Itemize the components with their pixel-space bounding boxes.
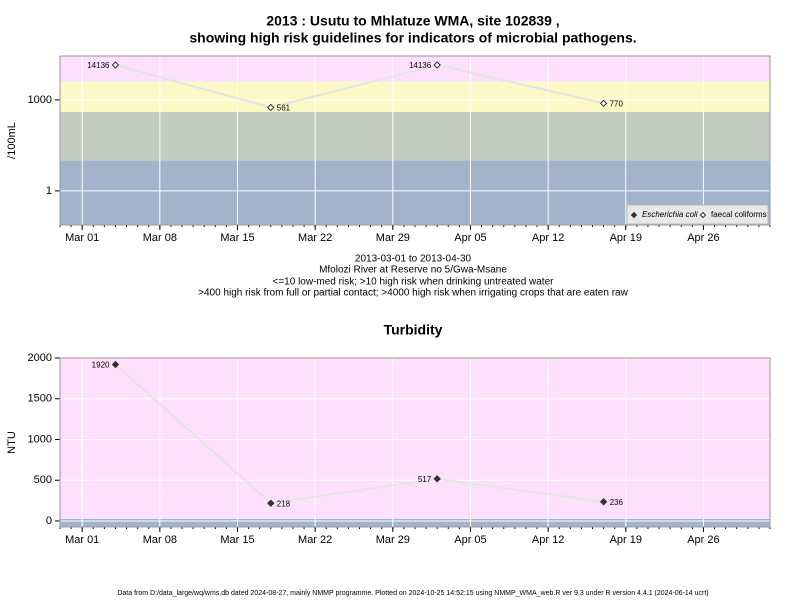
risk-band xyxy=(60,111,770,161)
legend: Escherichia coli faecal coliforms xyxy=(626,204,769,225)
note: >400 high risk from full or partial cont… xyxy=(198,288,628,299)
x-tick-label: Apr 05 xyxy=(454,534,486,546)
x-tick-label: Mar 22 xyxy=(298,534,332,546)
series-line xyxy=(114,363,604,505)
legend-marker xyxy=(630,211,638,219)
note: 2013-03-01 to 2013-04-30 xyxy=(355,254,472,265)
y-tick-label: 1500 xyxy=(28,393,52,405)
chart-title: showing high risk guidelines for indicat… xyxy=(189,30,636,46)
legend-label: faecal coliforms xyxy=(711,210,767,219)
x-tick-label: Apr 26 xyxy=(687,232,719,244)
y-tick-label: 1000 xyxy=(28,94,52,106)
x-tick-label: Mar 08 xyxy=(143,232,177,244)
data-point xyxy=(111,360,120,369)
data-label: 14136 xyxy=(409,61,432,70)
x-tick-label: Mar 22 xyxy=(298,232,332,244)
risk-band xyxy=(60,518,770,527)
data-label: 517 xyxy=(418,475,432,484)
footer: Data from D:/data_large/wq/wms.db dated … xyxy=(117,590,708,597)
y-tick-label: 500 xyxy=(34,474,52,486)
data-label: 770 xyxy=(610,99,624,108)
x-tick-label: Mar 29 xyxy=(376,232,410,244)
plot-frame xyxy=(59,357,771,528)
y-tick-label: 1000 xyxy=(28,433,52,445)
x-tick-label: Mar 01 xyxy=(65,534,99,546)
note: <=10 low-med risk; >10 high risk when dr… xyxy=(273,277,555,288)
x-tick-label: Apr 19 xyxy=(610,534,642,546)
chart-title: Turbidity xyxy=(384,322,443,338)
note: Mfolozi River at Reserve no 5/Gwa-Msane xyxy=(319,265,507,276)
risk-band xyxy=(60,56,770,82)
x-tick-label: Mar 01 xyxy=(65,232,99,244)
y-tick-label: 2000 xyxy=(28,352,52,364)
data-point xyxy=(111,61,120,69)
legend-marker xyxy=(699,211,707,219)
chart-title: 2013 : Usutu to Mhlatuze WMA, site 10283… xyxy=(266,13,559,29)
x-tick-label: Mar 08 xyxy=(143,534,177,546)
y-axis-label: /100mL xyxy=(6,122,18,159)
y-axis-label: NTU xyxy=(6,431,18,454)
x-tick-label: Apr 26 xyxy=(687,534,719,546)
data-point xyxy=(599,99,608,108)
x-tick-label: Apr 12 xyxy=(532,232,564,244)
risk-band xyxy=(60,81,770,112)
legend-label: Escherichia coli xyxy=(642,210,698,219)
x-tick-label: Mar 29 xyxy=(376,534,410,546)
data-label: 236 xyxy=(610,498,624,507)
risk-band xyxy=(60,358,770,519)
legend-box xyxy=(626,204,769,225)
x-tick-label: Apr 12 xyxy=(532,534,564,546)
x-tick-label: Apr 19 xyxy=(610,232,642,244)
data-label: 14136 xyxy=(87,61,110,70)
plot-frame xyxy=(59,55,771,226)
x-tick-label: Mar 15 xyxy=(220,232,254,244)
data-point xyxy=(433,61,441,69)
x-tick-label: Apr 05 xyxy=(454,232,486,244)
data-point xyxy=(267,103,275,112)
data-label: 561 xyxy=(277,104,291,113)
x-tick-label: Mar 15 xyxy=(220,534,254,546)
data-point xyxy=(267,499,275,507)
y-tick-label: 0 xyxy=(46,515,52,527)
y-tick-label: 1 xyxy=(46,185,52,197)
data-label: 1920 xyxy=(92,361,110,370)
data-label: 218 xyxy=(277,499,291,508)
data-point xyxy=(599,498,608,506)
data-point xyxy=(433,475,441,483)
series-line xyxy=(115,63,604,109)
